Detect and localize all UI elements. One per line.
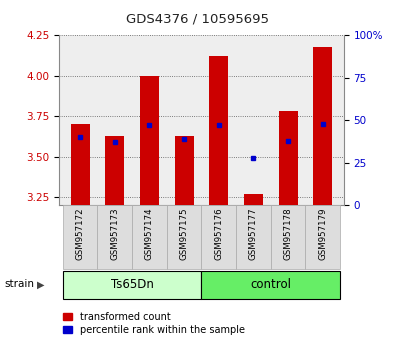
Bar [132, 205, 167, 269]
Bar [63, 205, 98, 269]
Text: control: control [250, 278, 292, 291]
Text: GSM957176: GSM957176 [214, 207, 223, 260]
Text: Ts65Dn: Ts65Dn [111, 278, 154, 291]
Bar [201, 205, 236, 269]
Bar [140, 76, 159, 205]
Bar [98, 205, 132, 269]
Legend: transformed count, percentile rank within the sample: transformed count, percentile rank withi… [59, 308, 248, 339]
Text: GSM957178: GSM957178 [284, 207, 293, 260]
Bar [167, 205, 201, 269]
Text: strain: strain [4, 279, 34, 289]
Text: GSM957177: GSM957177 [249, 207, 258, 260]
Bar [209, 56, 228, 205]
Bar [271, 205, 305, 269]
Text: GDS4376 / 10595695: GDS4376 / 10595695 [126, 12, 269, 25]
Bar [313, 47, 332, 205]
Text: GSM957179: GSM957179 [318, 207, 327, 260]
Text: GSM957173: GSM957173 [110, 207, 119, 260]
Text: GSM957174: GSM957174 [145, 207, 154, 260]
Bar [305, 205, 340, 269]
Bar [278, 112, 298, 205]
Bar [105, 136, 124, 205]
Text: GSM957172: GSM957172 [75, 207, 85, 260]
Text: GSM957175: GSM957175 [180, 207, 188, 260]
Bar [244, 194, 263, 205]
Bar [236, 205, 271, 269]
Bar [71, 124, 90, 205]
Bar [175, 136, 194, 205]
Text: ▶: ▶ [37, 279, 44, 289]
Bar [201, 271, 340, 299]
Bar [63, 271, 201, 299]
